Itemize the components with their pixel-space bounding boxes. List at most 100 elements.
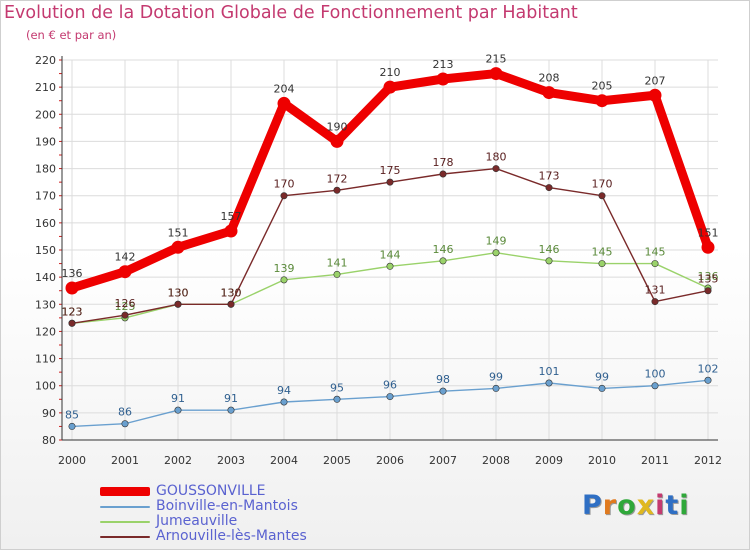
data-label: 151 — [698, 226, 719, 239]
data-point — [704, 376, 712, 384]
data-label: 123 — [62, 305, 83, 318]
data-label: 178 — [433, 156, 454, 169]
data-point — [648, 88, 662, 102]
legend-label: Boinville-en-Mantois — [156, 498, 298, 514]
data-point — [545, 379, 553, 387]
x-tick-label: 2009 — [535, 454, 563, 467]
x-tick-label: 2002 — [164, 454, 192, 467]
data-point — [492, 165, 500, 173]
data-label: 98 — [436, 373, 450, 386]
data-label: 102 — [698, 362, 719, 375]
y-tick-label: 80 — [42, 434, 56, 447]
y-tick-label: 150 — [35, 244, 56, 257]
data-label: 151 — [168, 226, 189, 239]
data-point — [651, 382, 659, 390]
data-label: 101 — [539, 365, 560, 378]
proxiti-logo: Proxiti — [582, 490, 690, 521]
data-label: 141 — [327, 256, 348, 269]
data-label: 170 — [592, 178, 613, 191]
data-label: 205 — [592, 80, 613, 93]
data-point — [227, 406, 235, 414]
data-point — [280, 192, 288, 200]
legend-swatch — [100, 535, 150, 538]
data-label: 130 — [221, 286, 242, 299]
data-point — [224, 224, 238, 238]
data-point — [174, 406, 182, 414]
x-tick-label: 2007 — [429, 454, 457, 467]
y-tick-label: 210 — [35, 81, 56, 94]
x-tick-label: 2001 — [111, 454, 139, 467]
legend-label: Jumeauville — [156, 513, 238, 529]
data-label: 91 — [224, 392, 238, 405]
data-label: 86 — [118, 406, 132, 419]
data-point — [598, 260, 606, 268]
data-label: 136 — [698, 270, 719, 283]
data-point — [330, 134, 344, 148]
data-label: 131 — [645, 284, 666, 297]
y-tick-label: 200 — [35, 108, 56, 121]
data-label: 213 — [433, 58, 454, 71]
data-label: 210 — [380, 66, 401, 79]
data-point — [489, 67, 503, 81]
data-label: 170 — [274, 178, 295, 191]
y-tick-label: 120 — [35, 325, 56, 338]
data-label: 95 — [330, 381, 344, 394]
x-tick-label: 2012 — [694, 454, 722, 467]
data-point — [174, 300, 182, 308]
chart-title: Evolution de la Dotation Globale de Fonc… — [4, 3, 578, 23]
data-label: 142 — [115, 251, 136, 264]
data-point — [386, 393, 394, 401]
legend-label: Arnouville-lès-Mantes — [156, 528, 307, 544]
data-point — [439, 170, 447, 178]
data-label: 208 — [539, 72, 560, 85]
data-point — [492, 384, 500, 392]
x-tick-label: 2003 — [217, 454, 245, 467]
y-tick-label: 130 — [35, 298, 56, 311]
data-point — [227, 300, 235, 308]
data-point — [280, 398, 288, 406]
data-point — [333, 186, 341, 194]
data-point — [492, 249, 500, 257]
data-point — [598, 384, 606, 392]
data-point — [545, 257, 553, 265]
data-point — [651, 260, 659, 268]
grid — [62, 59, 718, 441]
data-point — [542, 86, 556, 100]
data-point — [118, 265, 132, 279]
data-label: 99 — [595, 370, 609, 383]
data-point — [704, 287, 712, 295]
data-point — [121, 311, 129, 319]
y-tick-label: 220 — [35, 54, 56, 67]
data-point — [280, 276, 288, 284]
data-label: 125 — [115, 300, 136, 313]
data-point — [701, 240, 715, 254]
y-tick-label: 90 — [42, 407, 56, 420]
data-label: 91 — [171, 392, 185, 405]
data-point — [651, 298, 659, 306]
data-label: 215 — [486, 53, 507, 66]
y-tick-label: 180 — [35, 163, 56, 176]
data-label: 100 — [645, 368, 666, 381]
y-tick-label: 110 — [35, 353, 56, 366]
data-label: 85 — [65, 408, 79, 421]
data-label: 144 — [380, 248, 401, 261]
data-point — [277, 96, 291, 110]
x-tick-label: 2006 — [376, 454, 404, 467]
data-point — [386, 262, 394, 270]
chart-subtitle: (en € et par an) — [26, 28, 117, 42]
x-tick-label: 2008 — [482, 454, 510, 467]
y-tick-label: 160 — [35, 217, 56, 230]
data-point — [68, 319, 76, 327]
data-label: 130 — [168, 286, 189, 299]
x-tick-label: 2004 — [270, 454, 298, 467]
series — [65, 67, 715, 430]
data-label: 175 — [380, 164, 401, 177]
data-label: 172 — [327, 172, 348, 185]
data-point — [65, 281, 79, 295]
data-label: 136 — [62, 267, 83, 280]
data-point — [386, 178, 394, 186]
data-point — [439, 257, 447, 265]
x-tick-label: 2005 — [323, 454, 351, 467]
data-label: 180 — [486, 151, 507, 164]
x-tick-label: 2000 — [58, 454, 86, 467]
